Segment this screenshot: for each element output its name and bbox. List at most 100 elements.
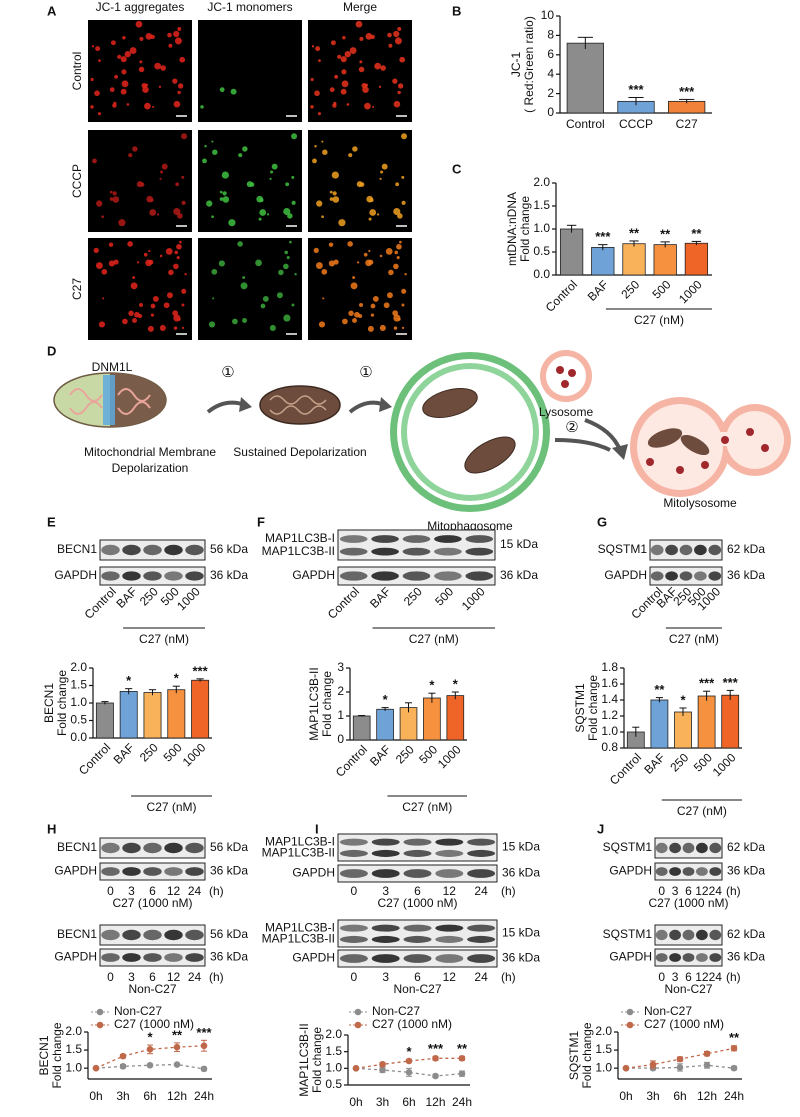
kda-label: 15 kDa [500,537,538,551]
band [402,535,431,543]
y-tick-label: 0.0 [70,730,87,744]
band [655,867,668,876]
bar [684,242,709,276]
cell [388,269,394,276]
cell [114,74,119,79]
lane-label: 12 [695,884,709,898]
bar [566,42,604,114]
kda-label: 15 kDa [502,840,540,854]
band [339,935,368,943]
significance: *** [428,1041,444,1056]
significance: ** [654,682,665,697]
x-tick-label: C27 [676,117,698,131]
cell [283,207,291,216]
blot [337,529,496,561]
y-tick-label: 1.8 [601,660,618,674]
row-label: C27 [70,278,84,300]
cell [283,314,291,322]
cell [322,297,325,300]
cell [120,56,127,63]
x-tick-label: 12h [167,1089,187,1103]
cell [161,163,168,170]
y-axis-label: BECN1 [37,1035,51,1075]
cell [333,259,339,265]
point [119,1063,127,1070]
cell [380,170,384,174]
cell [221,171,229,179]
band [467,849,496,857]
cell [401,133,408,140]
bar [376,708,394,741]
bar [119,691,138,739]
cell [144,102,151,110]
y-tick-label: 2.0 [65,1024,82,1038]
band [655,929,668,941]
y-axis-label: Fold change [50,1022,64,1088]
cell [266,213,270,216]
cell [139,60,143,64]
x-tick-label: Control [333,742,370,779]
bar [95,702,114,739]
y-tick-label: 2 [547,86,554,100]
cell [154,62,162,70]
band [371,838,400,846]
cell [232,318,238,325]
significance: * [383,692,389,707]
band [669,842,681,854]
cell [181,288,187,294]
cristae [269,395,327,415]
cell [328,260,335,267]
point [352,1065,360,1072]
lysosome [546,356,586,396]
cell [355,20,363,28]
cell [329,87,335,93]
cell [173,30,180,38]
band [185,544,204,556]
cell [404,272,407,276]
band [185,571,204,581]
cell [176,243,182,250]
significance: *** [699,676,715,691]
cell [118,219,126,227]
cell [340,88,347,95]
cell [368,217,372,221]
blot [337,833,498,862]
cell [242,146,248,152]
cell [368,249,371,253]
mitochondrion [647,428,683,448]
significance: *** [679,84,695,99]
y-tick-label: 10 [541,8,555,22]
cell [346,103,350,106]
band [696,953,708,962]
x-tick-label: 500 [650,277,674,301]
point [200,1065,208,1073]
y-tick-label: 8 [547,28,554,42]
y-tick-label: 3 [337,660,344,674]
cell [92,158,97,164]
cell [317,112,322,116]
cell [211,140,214,143]
bar [721,694,740,749]
band [185,867,204,876]
band [679,544,693,556]
lane-label: BAF [367,584,393,610]
band [403,935,432,943]
cell [338,219,346,227]
kda-label: 36 kDa [727,568,765,582]
cell [359,303,364,308]
micrograph [198,238,302,340]
cell [379,324,386,332]
cell [396,243,402,250]
band [465,535,494,543]
cell [122,35,126,40]
lane-label: 6 [149,884,156,898]
diagram: D DNM1L Mitochondrial Membrane Depolariz… [47,343,791,533]
cell [276,292,283,299]
group-caption: Non-C27 [128,982,176,996]
cell [150,303,156,309]
mitochondrion [422,388,478,418]
lane-label: 12 [443,884,457,898]
cell [349,47,357,54]
cell [173,100,181,108]
cell [380,65,386,71]
